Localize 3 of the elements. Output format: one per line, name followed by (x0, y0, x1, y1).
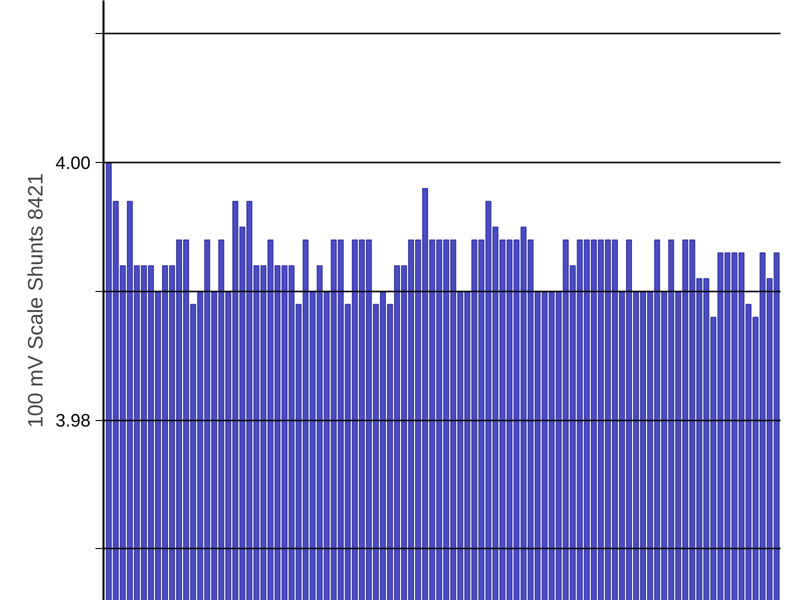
y-axis-title: 100 mV Scale Shunts 8421 (24, 173, 48, 428)
y-tick-label: 4.00 (55, 153, 91, 174)
y-tick-label: 3.98 (55, 410, 91, 431)
